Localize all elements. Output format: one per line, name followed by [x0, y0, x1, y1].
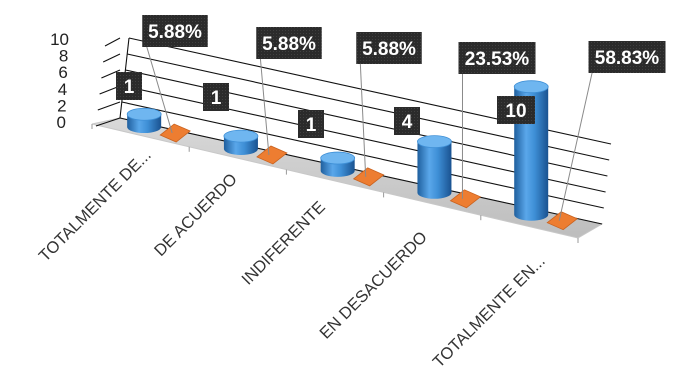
- bar-body: [417, 142, 451, 199]
- bar-top: [321, 152, 355, 164]
- bar-top: [417, 136, 451, 148]
- data-label-count: 1: [306, 115, 317, 136]
- gridline-side: [105, 38, 120, 46]
- data-label-percent: 23.53%: [465, 49, 530, 70]
- bar-series1: [417, 136, 451, 199]
- y-tick-label: 4: [58, 80, 67, 99]
- category-label: INDIFERENTE: [238, 198, 329, 289]
- gridline-side: [98, 102, 120, 110]
- category-label: EN DESACUERDO: [316, 228, 431, 343]
- category-label: TOTALMENTE DE...: [36, 146, 155, 265]
- gridline-side: [103, 54, 120, 62]
- y-tick-label: 2: [57, 96, 66, 115]
- data-label-percent: 5.88%: [362, 39, 416, 60]
- leader-line: [559, 49, 592, 221]
- data-label-count: 4: [402, 112, 413, 133]
- bar-series1: [127, 108, 161, 133]
- category-label: DE ACUERDO: [151, 170, 241, 260]
- bar-series1: [224, 130, 258, 155]
- bar-top: [127, 108, 161, 120]
- y-tick-label: 0: [57, 113, 66, 132]
- bar-top: [514, 81, 548, 93]
- bar-top: [224, 130, 258, 142]
- y-tick-label: 6: [58, 63, 67, 82]
- category-label: TOTALMENTE EN...: [430, 252, 549, 371]
- y-tick-label: 10: [50, 30, 69, 49]
- bar-series1: [321, 152, 355, 177]
- data-label-percent: 5.88%: [262, 34, 316, 55]
- data-label-percent: 5.88%: [148, 22, 202, 43]
- data-label-count: 10: [505, 101, 526, 122]
- data-label-count: 1: [211, 88, 222, 109]
- data-label-percent: 58.83%: [595, 48, 660, 69]
- data-label-count: 1: [124, 77, 135, 98]
- y-tick-label: 8: [59, 47, 68, 66]
